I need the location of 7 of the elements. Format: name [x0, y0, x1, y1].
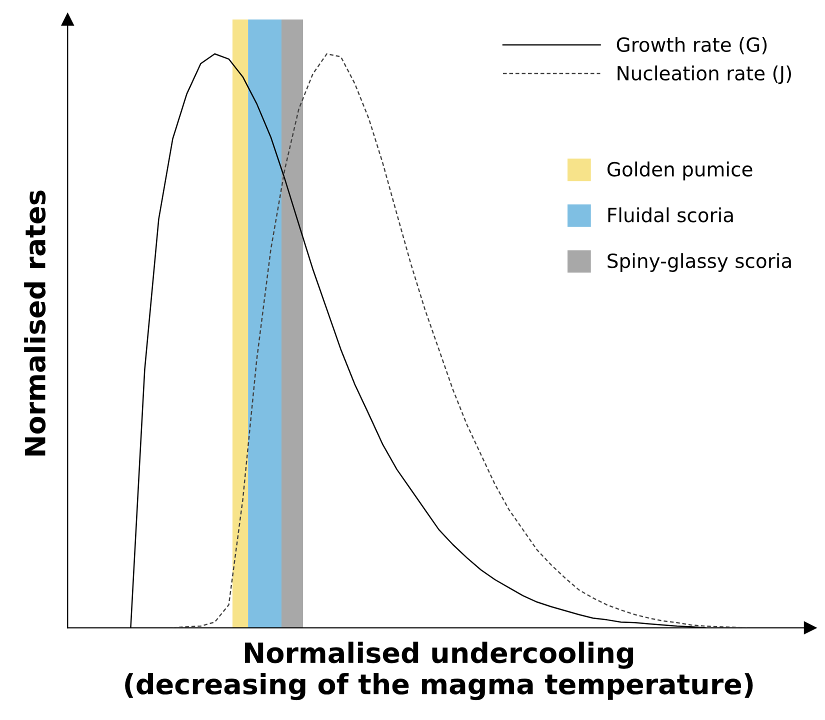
x-axis-title: Normalised undercooling (decreasing of the magma temperature) [125, 642, 753, 700]
legend-label: Nucleation rate (J) [618, 65, 791, 84]
annotation: Fluidal scoria [608, 207, 733, 222]
y-axis-title: Normalised rates [24, 190, 46, 456]
legend-label: Growth rate (G) [616, 36, 767, 54]
annotation: Golden pumice [608, 162, 752, 180]
annotation: Spiny-glassy scoria [608, 253, 791, 272]
